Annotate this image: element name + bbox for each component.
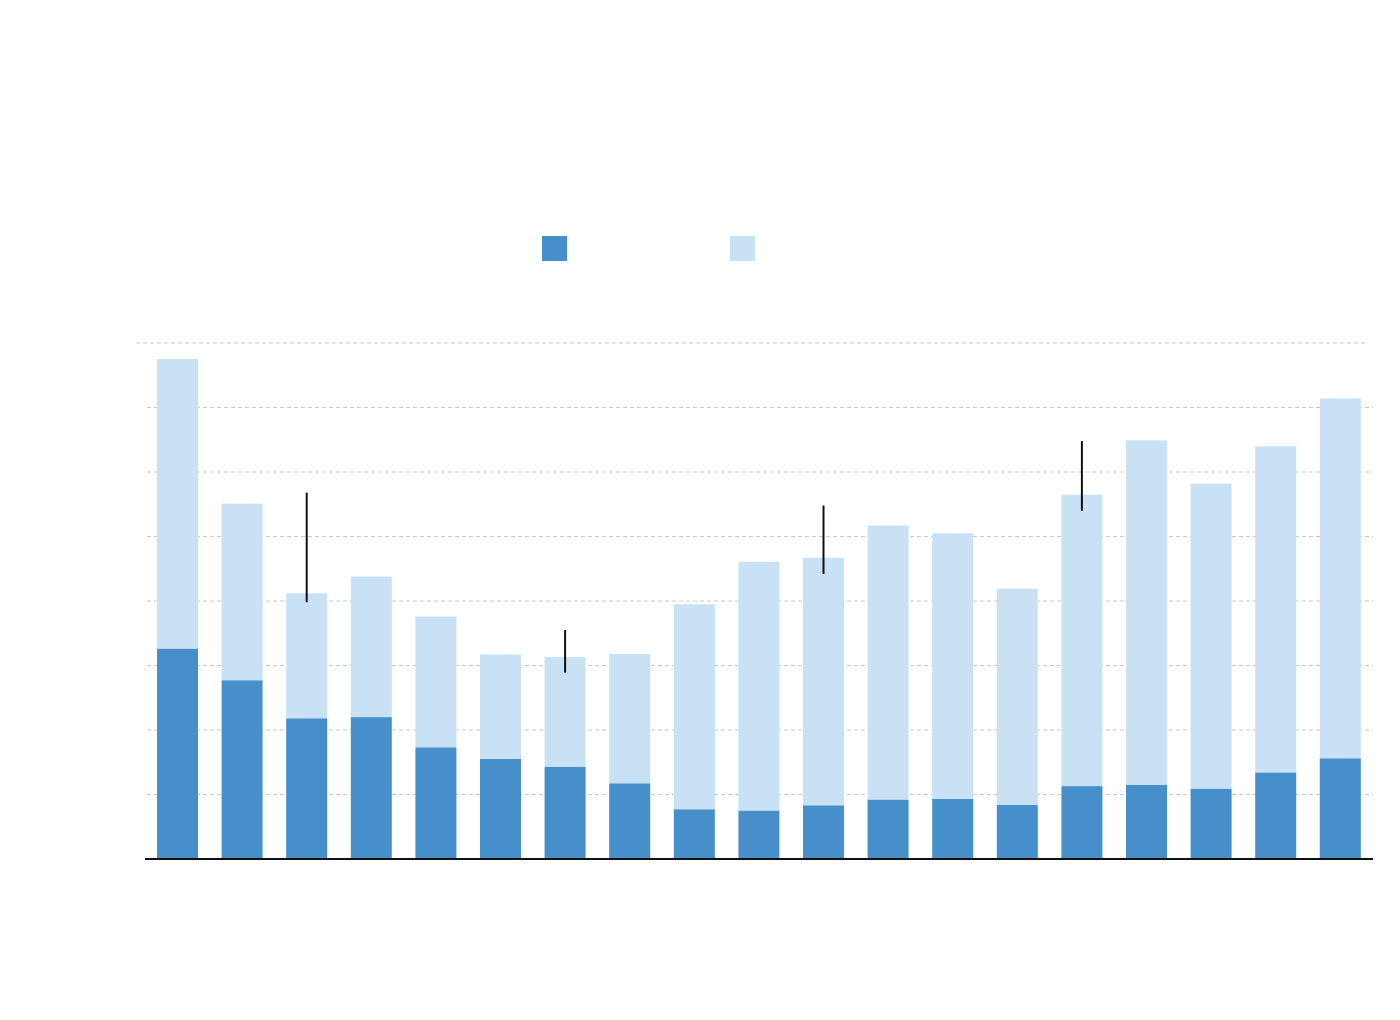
bar-4-segment-1 (350, 717, 392, 859)
bar-2-segment-2 (221, 503, 263, 681)
bar-5-segment-2 (415, 616, 457, 748)
bar-5-segment-1 (415, 747, 457, 859)
legend-swatch-2 (730, 236, 755, 261)
bar-4-segment-2 (350, 576, 392, 718)
bar-11-segment-1 (803, 805, 844, 859)
annotation-lines (305, 441, 1083, 673)
bar-7-segment-2 (544, 657, 586, 767)
bar-19-segment-2 (1319, 398, 1361, 759)
bar-14-segment-2 (996, 588, 1038, 805)
bar-19-segment-1 (1319, 758, 1361, 859)
bar-11-segment-2 (803, 557, 844, 806)
bar-15-segment-1 (1061, 786, 1103, 859)
bar-18-segment-2 (1255, 446, 1297, 773)
bar-18-segment-1 (1255, 772, 1297, 859)
bar-10-segment-2 (738, 561, 780, 811)
bar-15-segment-2 (1061, 494, 1103, 787)
bar-1-segment-2 (157, 359, 198, 649)
bar-12-segment-2 (867, 525, 909, 800)
bar-6-segment-1 (480, 759, 521, 859)
bar-2-segment-1 (221, 680, 263, 859)
bar-1-segment-1 (157, 648, 198, 859)
bar-16-segment-2 (1126, 440, 1167, 785)
bar-6-segment-2 (480, 654, 521, 759)
bars (157, 359, 1361, 859)
bar-14-segment-1 (996, 804, 1038, 859)
bar-13-segment-1 (932, 799, 974, 859)
bar-16-segment-1 (1126, 784, 1167, 859)
bar-7-segment-1 (544, 766, 586, 859)
bar-10-segment-1 (738, 810, 780, 859)
bar-9-segment-2 (673, 604, 715, 810)
legend (542, 236, 755, 261)
bar-8-segment-1 (609, 783, 651, 859)
bar-12-segment-1 (867, 799, 909, 859)
bar-8-segment-2 (609, 653, 651, 784)
bar-13-segment-2 (932, 533, 974, 799)
bar-3-segment-2 (286, 593, 328, 719)
bar-17-segment-1 (1190, 788, 1232, 859)
legend-swatch-1 (542, 236, 567, 261)
bar-9-segment-1 (673, 809, 715, 859)
bar-17-segment-2 (1190, 483, 1232, 789)
bar-3-segment-1 (286, 718, 328, 859)
